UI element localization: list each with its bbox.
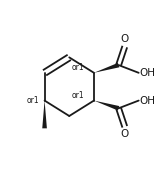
Polygon shape bbox=[42, 101, 47, 128]
Text: O: O bbox=[121, 34, 129, 44]
Text: OH: OH bbox=[139, 68, 155, 78]
Text: or1: or1 bbox=[71, 63, 84, 72]
Text: OH: OH bbox=[139, 96, 155, 106]
Text: or1: or1 bbox=[27, 96, 39, 105]
Polygon shape bbox=[94, 63, 119, 73]
Polygon shape bbox=[94, 101, 119, 111]
Text: or1: or1 bbox=[71, 91, 84, 100]
Text: O: O bbox=[121, 129, 129, 139]
